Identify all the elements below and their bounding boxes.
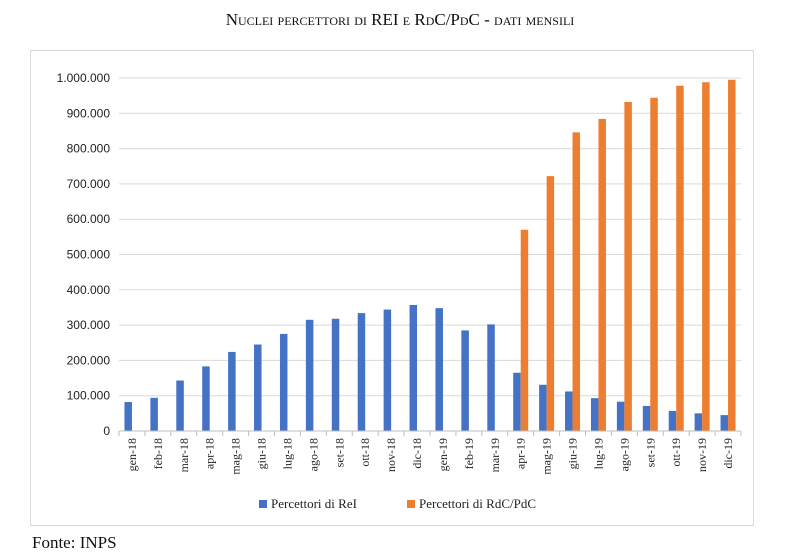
x-tick-label: set-18 [332, 438, 346, 467]
x-tick-label: ott-18 [358, 438, 372, 467]
x-tick-label: mar-18 [177, 438, 191, 472]
bar-rei-mar-18 [176, 380, 184, 431]
legend-label-rei: Percettori di ReI [271, 496, 357, 511]
chart-frame: 0 100.000 200.000 300.000 400.000 500.000 600.… [30, 50, 754, 526]
bar-rei-dic-19 [720, 415, 729, 431]
x-tick-label: lug-18 [280, 438, 294, 469]
x-tick-label: lug-19 [591, 438, 605, 469]
x-tick-label: apr-19 [514, 438, 528, 469]
chart-title: Nuclei percettori di REI e RdC/PdC - dat… [225, 10, 575, 29]
x-axis-ticks: gen-18 feb-18 mar-18 apr-18 mag-18 giu-18 lug-… [125, 438, 735, 475]
y-tick-label: 900.000 [67, 106, 111, 120]
x-tick-label: dic-19 [721, 438, 735, 469]
bar-rei-ago-18 [305, 319, 314, 431]
x-tick-label: mag-19 [540, 438, 554, 475]
bar-rdc-dic-19 [728, 79, 736, 431]
bar-rei-ott-18 [357, 313, 366, 431]
x-tick-label: giu-18 [255, 438, 269, 469]
x-tick-label: apr-18 [203, 438, 217, 469]
y-tick-label: 1.000.000 [57, 71, 111, 85]
bar-rdc-set-19 [650, 97, 658, 431]
x-tick-label: gen-19 [436, 438, 450, 471]
y-tick-label: 800.000 [67, 142, 111, 156]
gridlines [119, 77, 741, 397]
bar-rei-apr-18 [202, 366, 210, 431]
x-tick-label: feb-18 [151, 438, 165, 469]
source-note: Fonte: INPS [32, 533, 117, 552]
x-tick-label: mar-19 [488, 438, 502, 472]
y-tick-label: 500.000 [67, 248, 111, 262]
x-tick-label: nov-19 [695, 438, 709, 472]
bar-rei-feb-19 [461, 330, 469, 431]
bar-rei-gen-19 [435, 308, 443, 431]
bar-rei-gen-18 [124, 402, 132, 431]
x-tick-label: set-19 [643, 438, 657, 467]
bar-rei-ago-19 [616, 401, 625, 431]
bar-chart: 0 100.000 200.000 300.000 400.000 500.000 600.… [57, 71, 742, 511]
bar-rei-mag-18 [228, 351, 236, 431]
bar-rdc-apr-19 [520, 229, 529, 431]
bar-rdc-ott-19 [676, 85, 684, 432]
y-tick-label: 700.000 [67, 177, 111, 191]
x-tick-label: giu-19 [566, 438, 580, 469]
x-tick-label: gen-18 [125, 438, 139, 471]
x-tick-label: ago-18 [306, 438, 320, 471]
bar-rei-nov-18 [383, 309, 392, 431]
bar-rdc-lug-19 [598, 118, 606, 431]
bars [124, 79, 736, 432]
legend-swatch-rei [259, 500, 267, 508]
bar-rei-apr-19 [513, 372, 521, 431]
x-tick-label: feb-19 [462, 438, 476, 469]
bar-rdc-mag-19 [546, 176, 555, 431]
y-tick-label: 100.000 [67, 389, 111, 403]
bar-rdc-giu-19 [572, 132, 581, 431]
bar-rei-dic-18 [409, 304, 418, 431]
y-tick-label: 400.000 [67, 283, 111, 297]
x-axis [118, 430, 742, 436]
y-tick-label: 200.000 [67, 353, 111, 367]
y-tick-label: 600.000 [67, 212, 111, 226]
y-tick-label: 0 [103, 424, 110, 438]
bar-rei-giu-18 [254, 344, 262, 431]
y-axis-ticks: 0 100.000 200.000 300.000 400.000 500.000 600.… [57, 71, 111, 438]
legend-swatch-rdc [407, 500, 415, 508]
bar-rei-feb-18 [150, 397, 158, 431]
x-tick-label: ago-19 [617, 438, 631, 471]
bar-rei-mag-19 [539, 384, 547, 431]
bar-rei-ott-19 [668, 410, 677, 431]
bar-rei-set-19 [642, 405, 651, 431]
bar-rei-set-18 [331, 318, 340, 431]
bar-rei-nov-19 [694, 413, 703, 431]
bar-rei-mar-19 [487, 324, 495, 431]
x-tick-label: dic-18 [410, 438, 424, 469]
x-tick-label: ott-19 [669, 438, 683, 467]
legend: Percettori di ReI Percettori di RdC/PdC [259, 496, 536, 511]
bar-rdc-nov-19 [702, 82, 710, 432]
x-tick-label: mag-18 [229, 438, 243, 475]
x-tick-label: nov-18 [384, 438, 398, 472]
y-tick-label: 300.000 [67, 318, 111, 332]
bar-rei-lug-18 [279, 333, 288, 431]
bar-rdc-ago-19 [624, 102, 632, 431]
legend-label-rdc: Percettori di RdC/PdC [419, 496, 536, 511]
bar-rei-giu-19 [565, 391, 573, 431]
bar-rei-lug-19 [590, 398, 599, 431]
